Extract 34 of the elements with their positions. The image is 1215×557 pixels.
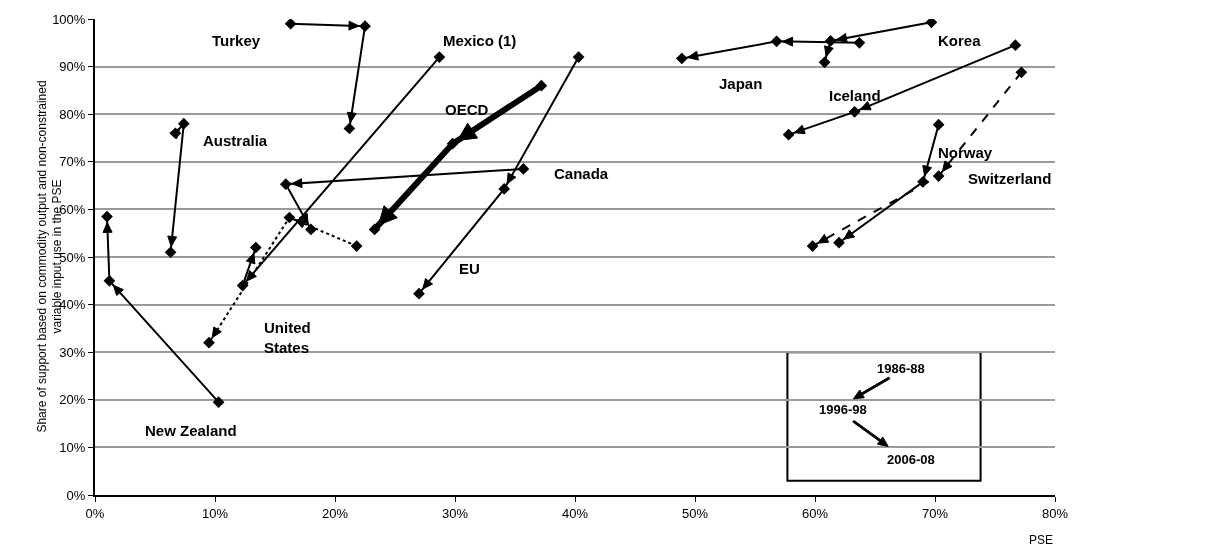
series-label: Australia xyxy=(203,132,268,149)
annotation: 1996-98 xyxy=(819,402,867,417)
x-tick-label: 20% xyxy=(321,505,349,521)
x-tick-label: 10% xyxy=(201,505,229,521)
series-label: Turkey xyxy=(212,32,261,49)
x-tick-label: 80% xyxy=(1041,505,1069,521)
y-tick-label: 10% xyxy=(59,439,86,455)
x-tick-label: 70% xyxy=(921,505,949,521)
x-axis-title: PSE xyxy=(1029,533,1054,547)
y-tick-label: 0% xyxy=(66,487,86,503)
y-tick-label: 90% xyxy=(59,59,86,75)
y-tick-label: 20% xyxy=(59,392,86,408)
series-label: Japan xyxy=(719,75,763,92)
series-label: Iceland xyxy=(829,87,881,104)
annotation: 2006-08 xyxy=(887,452,935,467)
y-tick-label: 80% xyxy=(59,106,86,122)
text: United States xyxy=(264,319,311,356)
series-label: Switzerland xyxy=(968,170,1052,187)
series-label: Korea xyxy=(938,32,982,49)
series-label: Canada xyxy=(554,165,609,182)
series-label: New Zealand xyxy=(145,422,237,439)
x-tick-label: 60% xyxy=(801,505,829,521)
x-tick-label: 40% xyxy=(561,505,589,521)
series-label: Mexico (1) xyxy=(443,32,517,49)
y-tick-label: 100% xyxy=(52,11,86,27)
series-label: OECD xyxy=(445,101,489,118)
x-tick-label: 30% xyxy=(441,505,469,521)
series-label: EU xyxy=(459,260,480,277)
x-tick-label: 50% xyxy=(681,505,709,521)
x-tick-label: 0% xyxy=(85,505,105,521)
annotation: 1986-88 xyxy=(877,361,925,376)
series-label: Norway xyxy=(938,144,993,161)
y-tick-label: 70% xyxy=(59,154,86,170)
y-tick-label: 30% xyxy=(59,344,86,360)
